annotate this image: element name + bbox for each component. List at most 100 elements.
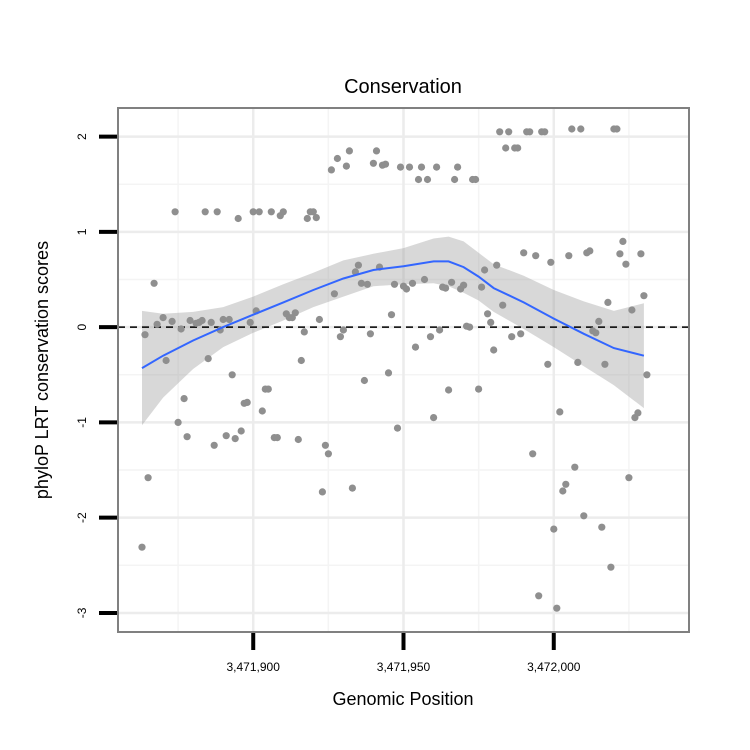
data-point	[303, 214, 311, 223]
data-point	[255, 208, 263, 216]
data-point	[402, 285, 411, 293]
data-point	[637, 250, 645, 258]
data-point	[553, 604, 561, 612]
data-point	[574, 358, 582, 366]
data-point	[369, 159, 377, 167]
data-point	[601, 360, 609, 368]
data-point	[565, 252, 573, 260]
data-point	[372, 147, 381, 155]
chart-title: Conservation	[344, 76, 462, 98]
data-point	[451, 175, 459, 184]
data-point	[408, 279, 417, 287]
data-point	[556, 408, 564, 416]
data-point	[607, 563, 615, 571]
data-point	[219, 315, 227, 324]
data-point	[234, 214, 242, 223]
data-point	[625, 474, 633, 482]
data-point	[312, 214, 320, 222]
data-point	[138, 543, 146, 551]
data-point	[559, 487, 567, 495]
data-point	[390, 280, 399, 288]
data-point	[478, 283, 486, 291]
data-point	[180, 395, 188, 403]
data-point	[207, 318, 215, 326]
data-point	[562, 480, 570, 488]
data-point	[321, 441, 329, 449]
data-point	[141, 331, 149, 339]
data-point	[267, 208, 275, 216]
data-point	[387, 311, 396, 319]
y-tick-label: -2	[75, 512, 89, 523]
data-point	[336, 333, 344, 341]
data-point	[592, 329, 600, 337]
data-point	[384, 369, 393, 377]
data-point	[144, 474, 152, 482]
data-point	[430, 414, 438, 422]
data-point	[577, 125, 585, 133]
plot-border	[117, 107, 690, 633]
data-point	[640, 292, 648, 300]
data-point	[544, 360, 552, 368]
data-point	[460, 281, 468, 289]
data-point	[613, 125, 621, 133]
data-point	[502, 144, 510, 152]
data-point	[396, 163, 405, 171]
x-tick-label: 3,471,900	[227, 660, 281, 674]
data-point	[598, 523, 606, 531]
confidence-band	[142, 236, 644, 426]
data-point	[433, 163, 441, 171]
data-point	[360, 376, 368, 385]
x-axis: 3,471,900 3,471,950 3,472,000	[227, 633, 581, 674]
data-point	[616, 250, 624, 258]
data-point	[481, 266, 489, 274]
data-points	[138, 125, 651, 612]
data-point	[547, 258, 555, 266]
data-point	[153, 320, 161, 328]
data-point	[249, 208, 257, 216]
data-point	[171, 208, 179, 216]
data-point	[339, 326, 347, 334]
data-point	[586, 247, 594, 255]
smoothed-trend-line	[141, 260, 645, 369]
y-tick-label: -1	[75, 417, 89, 428]
data-point	[493, 261, 501, 269]
data-point	[568, 125, 576, 133]
data-point	[423, 175, 432, 184]
data-point	[381, 160, 390, 168]
data-point	[228, 371, 236, 379]
data-point	[357, 279, 365, 287]
data-point	[243, 398, 251, 406]
data-point	[520, 249, 528, 257]
data-point	[294, 435, 302, 444]
data-point	[436, 326, 444, 334]
data-point	[405, 163, 414, 171]
data-point	[354, 261, 362, 269]
data-point	[273, 434, 281, 442]
data-point	[550, 525, 558, 533]
data-point	[426, 333, 435, 341]
data-point	[472, 175, 480, 184]
data-point	[487, 318, 495, 326]
data-point	[414, 175, 423, 184]
data-point	[348, 484, 356, 492]
data-point	[201, 208, 209, 216]
data-point	[333, 154, 341, 163]
data-point	[442, 284, 450, 292]
data-point	[499, 301, 507, 309]
data-point	[571, 463, 579, 471]
data-point	[417, 163, 426, 171]
data-point	[411, 343, 420, 351]
data-point	[496, 128, 504, 136]
y-axis: 2 1 0 -1 -2 -3	[75, 133, 117, 618]
gridlines	[118, 108, 689, 632]
data-point	[309, 208, 317, 216]
data-point	[162, 356, 170, 365]
data-point	[475, 385, 483, 393]
data-point	[420, 275, 429, 284]
data-point	[258, 407, 266, 415]
data-point	[622, 260, 630, 268]
x-tick-label: 3,472,000	[527, 660, 581, 674]
data-point	[532, 252, 540, 260]
data-point	[174, 418, 182, 426]
